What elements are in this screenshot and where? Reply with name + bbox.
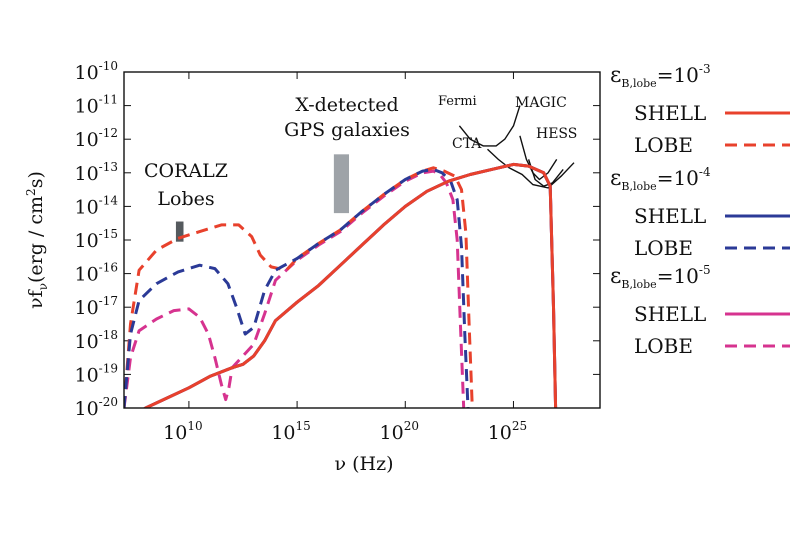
y-tick-label: 10-14 (74, 193, 118, 218)
y-tick-label: 10-17 (74, 294, 118, 319)
coralz-lobes-box (175, 221, 184, 242)
legend-lobe-label: LOBE (634, 334, 693, 358)
x-tick-label: 1025 (488, 419, 527, 444)
coralz-label-line1: CORALZ (144, 160, 228, 182)
series-shell-group3 (142, 162, 558, 408)
plot-frame (123, 71, 601, 409)
legend-group-title: εB,lobe=10-4 (610, 165, 711, 193)
legend-shell-label: SHELL (634, 302, 706, 326)
legend-lobe-label: LOBE (634, 236, 693, 260)
legend-group-title: εB,lobe=10-5 (610, 263, 711, 291)
y-tick-label: 10-13 (74, 160, 118, 185)
series-lobe-group3 (124, 166, 474, 408)
shaded-regions (175, 154, 350, 242)
y-tick-label: 10-10 (74, 59, 118, 84)
x-tick-labels: 1010 1015 1020 1025 (163, 419, 527, 444)
series-lines (124, 162, 558, 408)
legend: εB,lobe=10-3 SHELL LOBE εB,lobe=10-4 SHELL LO… (610, 62, 790, 358)
y-tick-label: 10-18 (74, 328, 118, 353)
cta-label: CTA (452, 136, 482, 152)
y-tick-labels: 10-10 10-11 10-12 10-13 10-14 10-15 10-16 10-17… (74, 59, 118, 420)
y-tick-label: 10-12 (74, 126, 118, 151)
svg-text:νfν(erg / cm2s): νfν(erg / cm2s) (24, 171, 50, 309)
magic-sensitivity-curve (519, 135, 558, 181)
coralz-label-line2: Lobes (157, 188, 214, 210)
y-tick-label: 10-20 (74, 395, 118, 420)
gps-label-line2: GPS galaxies (284, 119, 410, 141)
x-tick-label: 1015 (271, 419, 310, 444)
tick-marks (124, 71, 600, 409)
y-tick-label: 10-15 (74, 227, 118, 252)
legend-group-title: εB,lobe=10-3 (610, 62, 711, 90)
fermi-sensitivity-curve (458, 105, 521, 147)
hess-label: HESS (536, 126, 577, 142)
fermi-label: Fermi (438, 94, 477, 109)
hess-sensitivity-curve (527, 159, 564, 187)
legend-lobe-label: LOBE (634, 133, 693, 157)
y-tick-label: 10-19 (74, 361, 118, 386)
gps-label-line1: X-detected (295, 94, 398, 116)
gps-galaxies-box (333, 154, 350, 214)
y-axis-title: νfν(erg / cm2s) (24, 171, 50, 309)
cta-sensitivity-curve (487, 148, 575, 189)
x-axis-title: ν (Hz) (335, 453, 394, 475)
series-lobe-group4 (124, 167, 470, 408)
y-tick-label: 10-11 (74, 93, 118, 118)
magic-label: MAGIC (515, 95, 567, 111)
legend-shell-label: SHELL (634, 101, 706, 125)
y-tick-label: 10-16 (74, 261, 118, 286)
x-tick-label: 1010 (163, 419, 202, 444)
x-tick-label: 1020 (380, 419, 419, 444)
sensitivity-curves (458, 105, 575, 189)
legend-shell-label: SHELL (634, 204, 706, 228)
series-lobe-group5 (124, 169, 466, 408)
